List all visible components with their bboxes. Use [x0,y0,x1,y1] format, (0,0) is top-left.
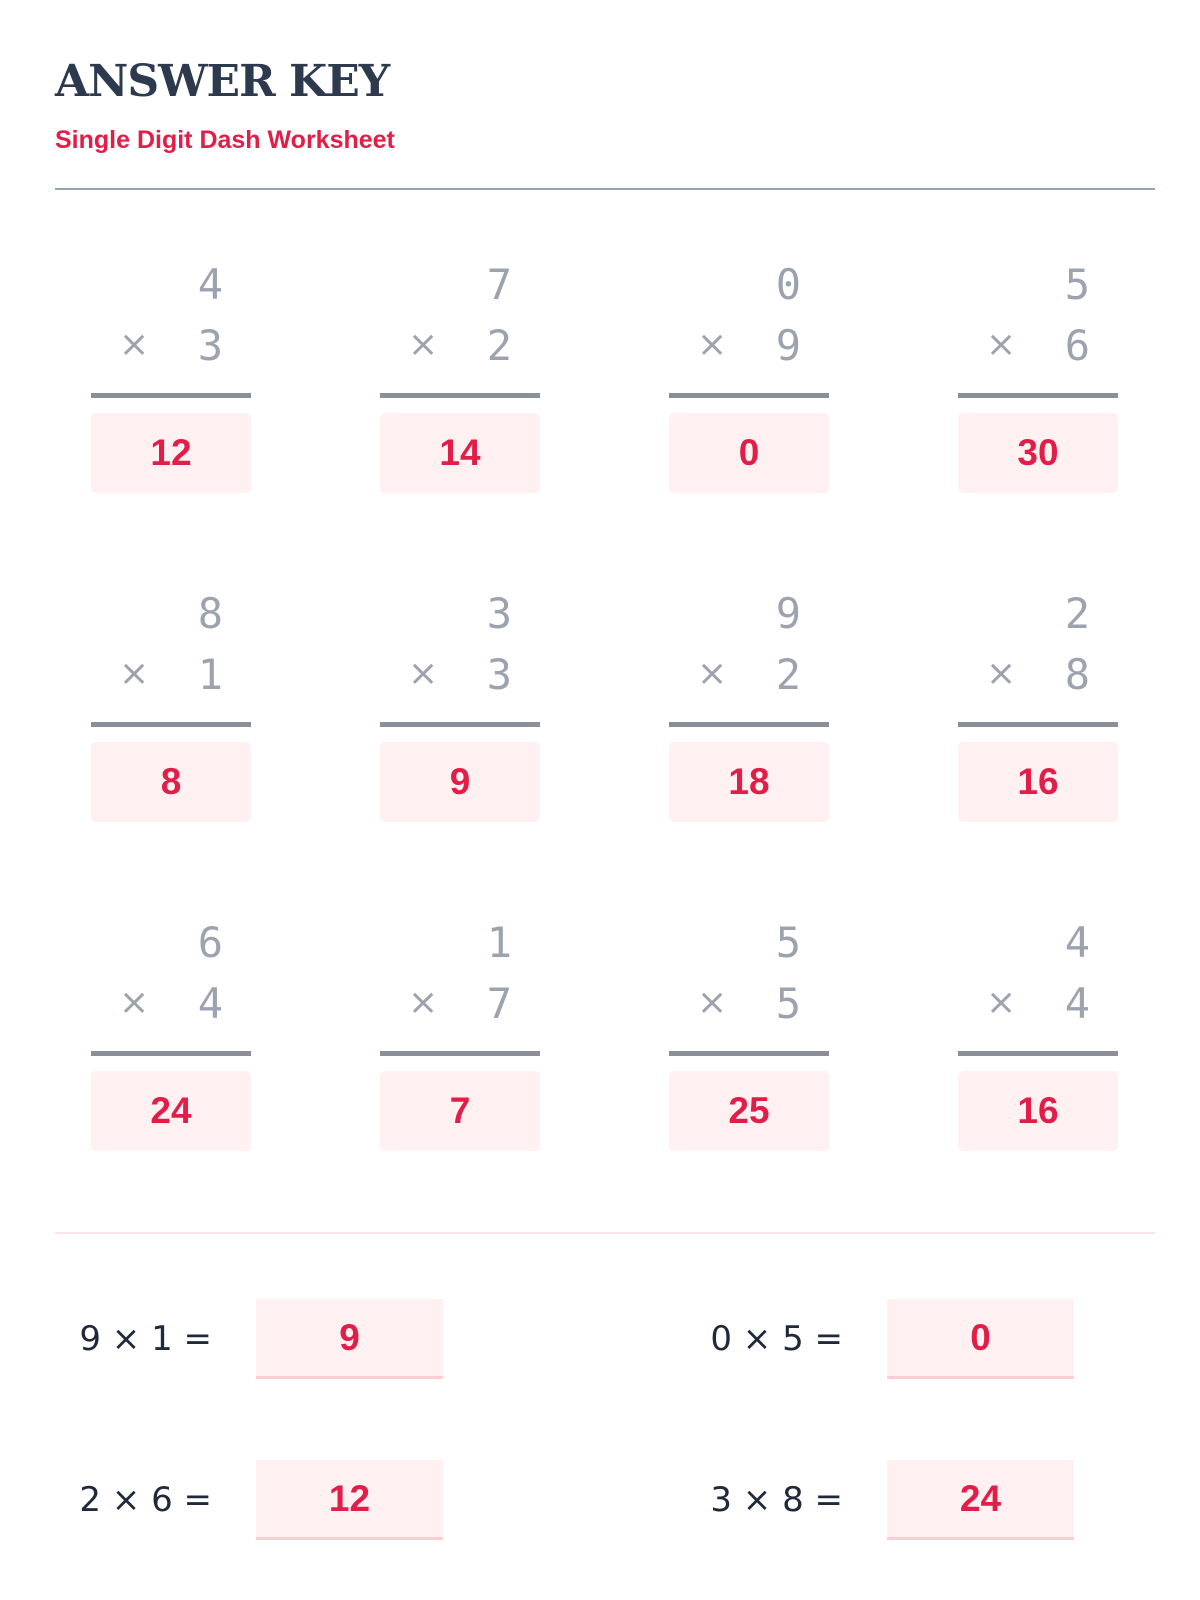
times-sign: × [408,653,439,694]
equation: 9 × 1 = 9 [52,1299,443,1379]
problem: 7 × 2 14 [380,255,540,494]
problem: 5 × 5 25 [669,913,829,1152]
multiplicand: 5 [1064,260,1090,309]
answer-box: 9 [380,742,540,822]
multiplicand: 6 [197,918,223,967]
times-sign: × [408,324,439,365]
multiplicand: 4 [197,260,223,309]
answer-box: 7 [380,1071,540,1151]
problem: 9 × 2 18 [669,584,829,823]
answer-line [91,722,251,727]
multiplicand: 2 [1064,589,1090,638]
answer-line [958,722,1118,727]
multiplier: 6 [1064,321,1090,370]
multiplicand: 8 [197,589,223,638]
equation-text: 9 × 1 = [79,1319,212,1359]
problem: 5 × 6 30 [958,255,1118,494]
multiplier: 4 [1064,979,1090,1028]
problem: 6 × 4 24 [91,913,251,1152]
times-sign: × [408,982,439,1023]
answer-box: 14 [380,413,540,493]
problem: 0 × 9 0 [669,255,829,494]
problem: 3 × 3 9 [380,584,540,823]
times-sign: × [986,982,1017,1023]
answer-line [380,393,540,398]
multiplicand: 3 [486,589,512,638]
multiplier: 9 [775,321,801,370]
equation-text: 2 × 6 = [79,1480,212,1520]
multiplier: 3 [197,321,223,370]
problem: 4 × 3 12 [91,255,251,494]
problem: 2 × 8 16 [958,584,1118,823]
multiplier: 8 [1064,650,1090,699]
problem: 4 × 4 16 [958,913,1118,1152]
times-sign: × [119,982,150,1023]
equation: 2 × 6 = 12 [52,1460,443,1540]
equation: 0 × 5 = 0 [683,1299,1074,1379]
answer-box: 8 [91,742,251,822]
answer-box: 16 [958,1071,1118,1151]
problem: 1 × 7 7 [380,913,540,1152]
multiplier: 1 [197,650,223,699]
multiplier: 3 [486,650,512,699]
equation: 3 × 8 = 24 [683,1460,1074,1540]
answer-box: 0 [887,1299,1074,1379]
multiplier: 5 [775,979,801,1028]
equation-text: 0 × 5 = [710,1319,843,1359]
answer-line [669,1051,829,1056]
header-divider [55,188,1155,190]
times-sign: × [697,653,728,694]
answer-box: 24 [91,1071,251,1151]
answer-box: 30 [958,413,1118,493]
answer-box: 24 [887,1460,1074,1540]
answer-box: 16 [958,742,1118,822]
times-sign: × [986,653,1017,694]
answer-line [380,722,540,727]
multiplier: 4 [197,979,223,1028]
problem: 8 × 1 8 [91,584,251,823]
times-sign: × [119,653,150,694]
times-sign: × [697,324,728,365]
times-sign: × [697,982,728,1023]
answer-line [958,1051,1118,1056]
answer-box: 25 [669,1071,829,1151]
equation-text: 3 × 8 = [710,1480,843,1520]
multiplicand: 4 [1064,918,1090,967]
answer-box: 0 [669,413,829,493]
multiplicand: 9 [775,589,801,638]
answer-line [380,1051,540,1056]
multiplicand: 5 [775,918,801,967]
multiplier: 2 [775,650,801,699]
multiplicand: 0 [775,260,801,309]
multiplier: 7 [486,979,512,1028]
multiplier: 2 [486,321,512,370]
times-sign: × [986,324,1017,365]
section-divider [55,1232,1155,1234]
answer-box: 18 [669,742,829,822]
answer-line [91,393,251,398]
multiplicand: 1 [486,918,512,967]
answer-box: 12 [256,1460,443,1540]
answer-line [958,393,1118,398]
multiplicand: 7 [486,260,512,309]
times-sign: × [119,324,150,365]
answer-line [669,722,829,727]
page-subtitle: Single Digit Dash Worksheet [55,126,395,154]
answer-line [669,393,829,398]
answer-line [91,1051,251,1056]
answer-box: 12 [91,413,251,493]
page-title: ANSWER KEY [55,56,390,107]
answer-box: 9 [256,1299,443,1379]
